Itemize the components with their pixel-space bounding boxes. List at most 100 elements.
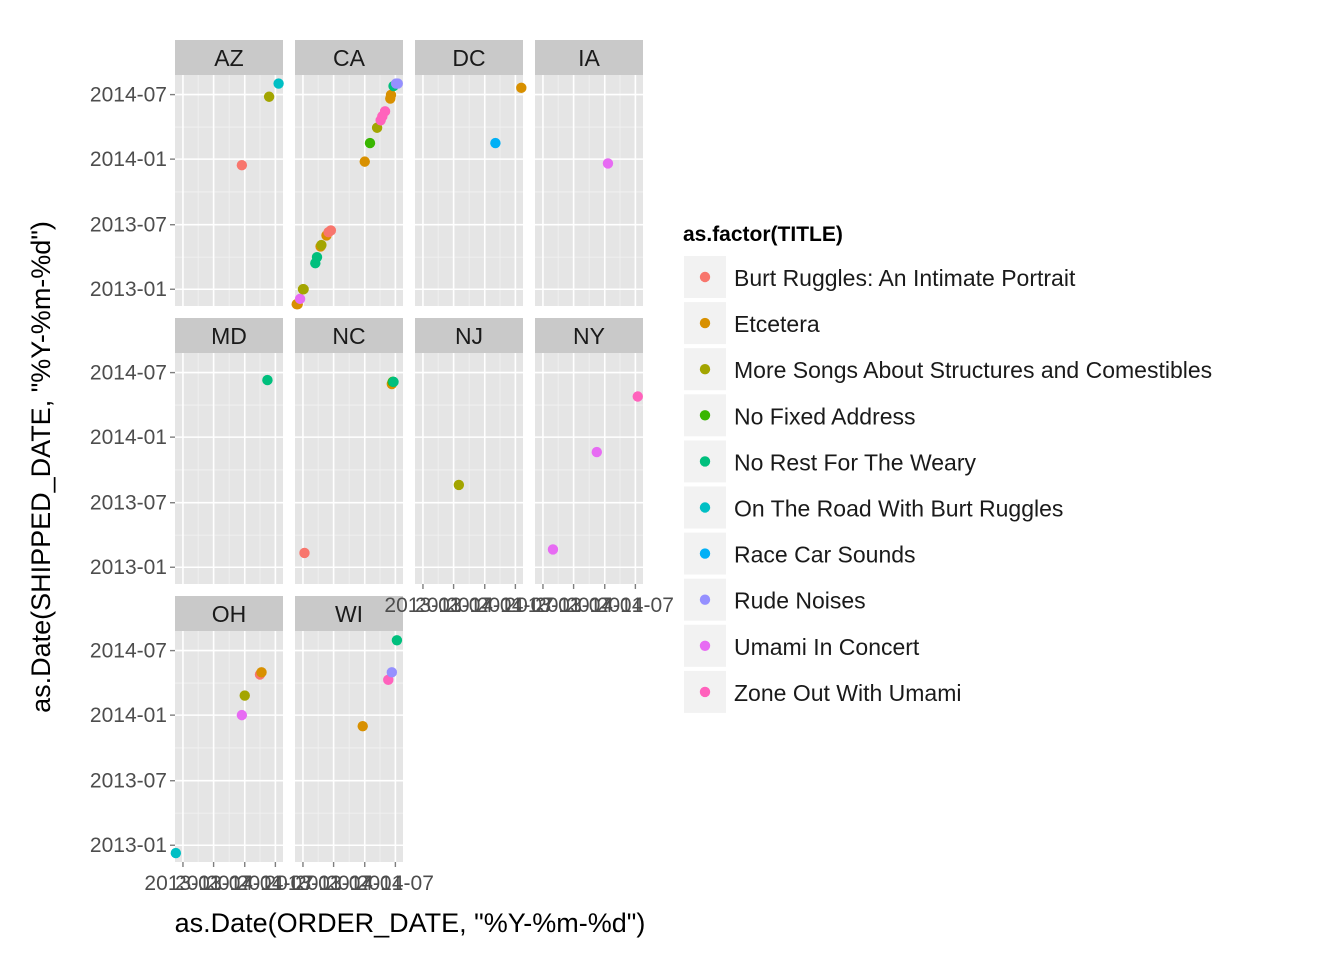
- facet-ca: CA: [291, 40, 403, 310]
- legend-label: Zone Out With Umami: [734, 680, 962, 706]
- data-point: [388, 376, 399, 388]
- data-point: [263, 91, 275, 102]
- data-point: [316, 239, 327, 251]
- legend-item: Race Car Sounds: [684, 532, 916, 575]
- facet-strip-label: NC: [332, 323, 365, 349]
- x-tick-label: 2013-07: [175, 872, 252, 895]
- facet-strip-label: IA: [578, 45, 600, 71]
- facet-strip-label: OH: [212, 601, 247, 627]
- data-point: [364, 137, 376, 149]
- y-tick-label: 2014-07: [90, 84, 167, 107]
- x-tick-label: 2014-01: [206, 872, 283, 895]
- facet-strip: [175, 596, 283, 631]
- legend-label: Umami In Concert: [734, 634, 920, 660]
- facet-strip: [415, 318, 523, 353]
- facet-strip-label: NJ: [455, 323, 483, 349]
- legend-item: Etcetera: [684, 302, 820, 345]
- facet-panels: AZ CA DC IA MD NC NJ NY OH WI: [170, 40, 643, 862]
- facet-strip: [535, 40, 643, 75]
- data-point: [236, 709, 248, 721]
- facet-strip: [295, 596, 403, 631]
- data-point: [236, 159, 248, 171]
- legend-title: as.factor(TITLE): [683, 223, 843, 246]
- y-tick-label: 2014-01: [90, 704, 167, 727]
- data-point: [602, 158, 614, 169]
- axes: 2013-012013-072014-012014-072013-012013-…: [90, 84, 674, 895]
- data-point: [311, 251, 323, 263]
- legend-label: No Rest For The Weary: [734, 449, 977, 475]
- y-tick-label: 2014-07: [90, 640, 167, 663]
- data-point: [273, 78, 284, 89]
- data-point: [516, 82, 527, 94]
- y-tick-label: 2014-01: [90, 426, 167, 449]
- y-tick-label: 2013-01: [90, 278, 167, 301]
- facet-ia: IA: [535, 40, 643, 306]
- legend-swatch: [699, 640, 711, 651]
- facet-strip: [295, 318, 403, 353]
- y-tick-label: 2013-07: [90, 770, 167, 793]
- data-point: [239, 690, 250, 701]
- facet-wi: WI: [295, 596, 403, 862]
- data-point: [392, 78, 403, 89]
- facet-strip: [415, 40, 523, 75]
- facet-oh: OH: [170, 596, 283, 862]
- legend-label: More Songs About Structures and Comestib…: [734, 357, 1212, 383]
- legend-label: Burt Ruggles: An Intimate Portrait: [734, 265, 1076, 291]
- legend-swatch: [699, 271, 711, 283]
- facet-strip-label: CA: [333, 45, 366, 71]
- x-tick-label: 2013-01: [384, 594, 461, 617]
- legend-label: Race Car Sounds: [734, 542, 916, 568]
- legend-item: No Rest For The Weary: [684, 440, 977, 483]
- facet-strip-label: MD: [211, 323, 247, 349]
- data-point: [256, 667, 267, 678]
- legend-label: On The Road With Burt Ruggles: [734, 496, 1063, 522]
- x-tick-label: 2014-01: [446, 594, 523, 617]
- legend-swatch: [699, 317, 711, 329]
- legend-item: Burt Ruggles: An Intimate Portrait: [684, 256, 1076, 298]
- data-point: [385, 89, 397, 101]
- data-point: [325, 225, 337, 236]
- legend-swatch: [699, 410, 711, 421]
- x-tick-label: 2013-01: [264, 872, 341, 895]
- x-tick-label: 2014-07: [357, 872, 434, 895]
- data-point: [490, 137, 501, 149]
- data-point: [632, 391, 643, 402]
- x-tick-label: 2014-01: [326, 872, 403, 895]
- legend-item: Umami In Concert: [684, 624, 920, 667]
- legend-swatch: [699, 502, 711, 513]
- facet-ny: NY: [535, 318, 643, 584]
- x-tick-label: 2013-07: [415, 594, 492, 617]
- legend-swatch: [699, 456, 711, 467]
- data-point: [294, 293, 306, 305]
- x-tick-label: 2014-07: [597, 594, 674, 617]
- facet-md: MD: [175, 318, 283, 584]
- y-tick-label: 2013-07: [90, 492, 167, 515]
- facet-strip-label: WI: [335, 601, 363, 627]
- y-tick-label: 2014-01: [90, 148, 167, 171]
- y-axis-title: as.Date(SHIPPED_DATE, "%Y-%m-%d"): [26, 221, 56, 713]
- x-tick-label: 2014-01: [566, 594, 643, 617]
- data-point: [386, 667, 398, 678]
- legend: as.factor(TITLE) Burt Ruggles: An Intima…: [683, 223, 1212, 713]
- x-tick-label: 2014-07: [237, 872, 314, 895]
- facet-strip-label: DC: [452, 45, 485, 71]
- y-tick-label: 2014-07: [90, 362, 167, 385]
- facet-strip: [175, 318, 283, 353]
- data-point: [591, 446, 602, 458]
- legend-item: Rude Noises: [684, 578, 866, 621]
- legend-item: Zone Out With Umami: [684, 670, 962, 713]
- data-point: [359, 156, 370, 167]
- legend-label: Rude Noises: [734, 588, 866, 614]
- facet-strip: [175, 40, 283, 75]
- legend-swatch: [699, 594, 711, 605]
- y-tick-label: 2013-01: [90, 556, 167, 579]
- data-point: [453, 479, 465, 491]
- facet-strip: [295, 40, 403, 75]
- data-point: [299, 547, 310, 559]
- y-tick-label: 2013-01: [90, 834, 167, 857]
- x-tick-label: 2013-01: [504, 594, 581, 617]
- facet-nj: NJ: [415, 318, 523, 584]
- data-point: [262, 374, 273, 386]
- legend-item: More Songs About Structures and Comestib…: [684, 348, 1212, 391]
- x-tick-label: 2014-07: [477, 594, 554, 617]
